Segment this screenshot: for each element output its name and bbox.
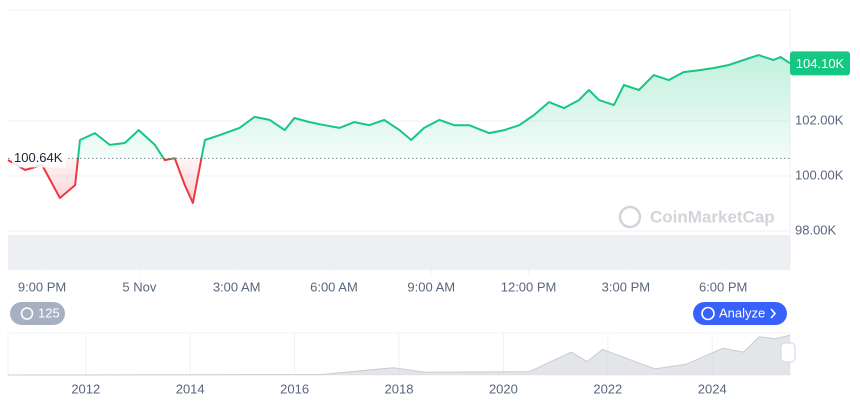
history-badge[interactable]: 125 (10, 302, 65, 325)
x-tick-label: 6:00 AM (310, 279, 358, 294)
watermark-logo (618, 205, 642, 229)
overview-area (8, 335, 790, 375)
overview-x-label: 2020 (489, 381, 518, 396)
overview-handle[interactable] (780, 342, 796, 363)
x-tick-label: 9:00 AM (407, 279, 455, 294)
history-count[interactable]: 125 (38, 305, 60, 320)
x-tick-label: 9:00 PM (18, 279, 66, 294)
price-area (8, 55, 790, 203)
y-tick-label: 100.00K (795, 167, 844, 182)
analyze-label[interactable]: Analyze (719, 305, 765, 320)
overview-x-label: 2022 (593, 381, 622, 396)
overview-x-label: 2016 (280, 381, 309, 396)
history-icon (20, 307, 34, 320)
x-tick-label: 3:00 AM (213, 279, 261, 294)
watermark-text: CoinMarketCap (650, 207, 775, 226)
history-badge-bg[interactable] (10, 302, 65, 325)
analyze-icon (701, 306, 715, 321)
x-tick-label: 3:00 PM (602, 279, 650, 294)
baseline-label-bg (12, 149, 66, 168)
analyze-button-bg[interactable] (693, 302, 787, 325)
y-tick-label: 98.00K (795, 222, 837, 237)
overview-x-label: 2018 (385, 381, 414, 396)
overview-x-label: 2014 (176, 381, 205, 396)
overview-x-label: 2024 (698, 381, 727, 396)
volume-band (8, 235, 790, 270)
watermark: CoinMarketCap (618, 205, 775, 229)
x-tick-label: 5 Nov (122, 279, 156, 294)
price-line (7, 54, 791, 204)
x-tick-label: 12:00 PM (501, 279, 557, 294)
analyze-button[interactable]: Analyze (693, 302, 787, 325)
x-tick-label: 6:00 PM (699, 279, 747, 294)
baseline-label: 100.64K (14, 150, 63, 165)
analyze-chevron (770, 308, 777, 319)
last-price-tag (790, 51, 850, 76)
last-price-label: 104.10K (796, 56, 845, 71)
overview-x-label: 2012 (71, 381, 100, 396)
y-tick-label: 102.00K (795, 112, 844, 127)
overview-line (7, 334, 791, 376)
